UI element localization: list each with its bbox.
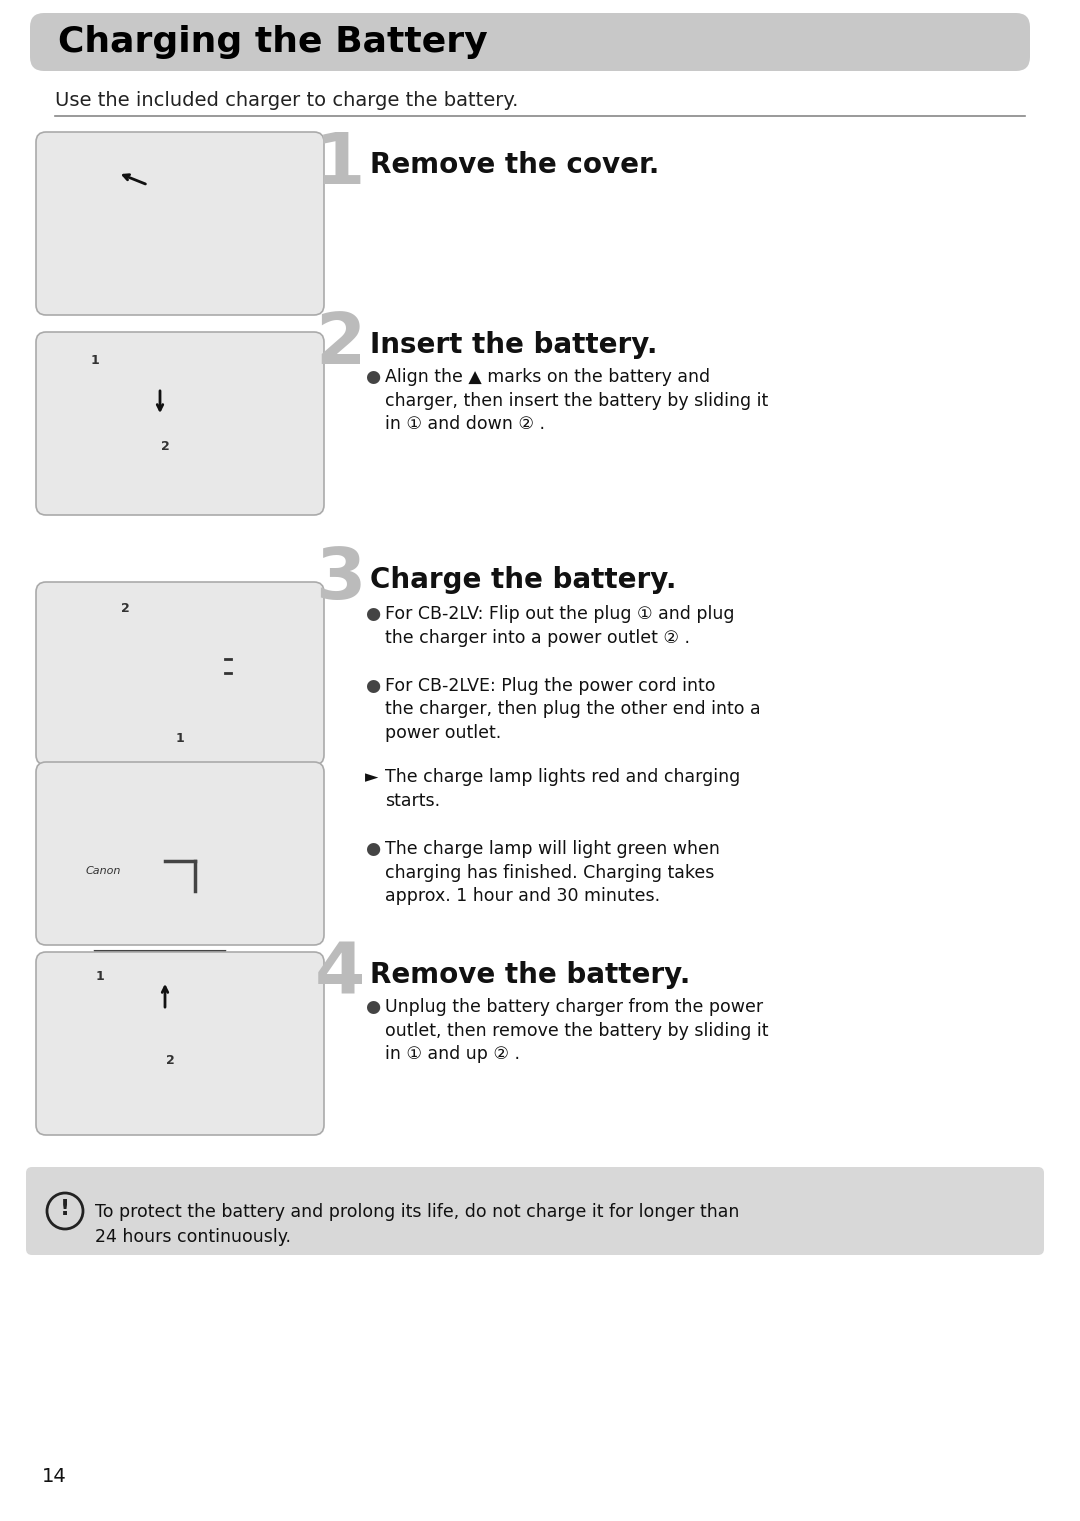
Text: The charge lamp will light green when
charging has finished. Charging takes
appr: The charge lamp will light green when ch…	[384, 840, 720, 905]
Text: 3: 3	[314, 545, 365, 613]
Text: ●: ●	[365, 605, 380, 624]
Text: Charging the Battery: Charging the Battery	[58, 24, 488, 59]
Text: 2: 2	[315, 309, 365, 379]
Circle shape	[48, 1192, 83, 1229]
FancyBboxPatch shape	[51, 812, 168, 920]
Text: 1: 1	[91, 354, 99, 368]
Text: Insert the battery.: Insert the battery.	[370, 332, 658, 359]
Text: 4: 4	[314, 940, 365, 1008]
Text: ●: ●	[365, 840, 380, 858]
Text: ●: ●	[365, 998, 380, 1016]
Text: Unplug the battery charger from the power
outlet, then remove the battery by sli: Unplug the battery charger from the powe…	[384, 998, 769, 1063]
Text: 1: 1	[314, 129, 365, 199]
FancyBboxPatch shape	[36, 332, 324, 516]
Polygon shape	[80, 402, 255, 481]
Text: 1: 1	[176, 733, 185, 745]
Text: Charge the battery.: Charge the battery.	[370, 566, 676, 595]
Polygon shape	[148, 170, 220, 199]
Text: For CB-2LVE: Plug the power cord into
the charger, then plug the other end into : For CB-2LVE: Plug the power cord into th…	[384, 677, 760, 742]
Polygon shape	[85, 1016, 260, 1097]
Text: 2: 2	[121, 602, 130, 616]
FancyBboxPatch shape	[158, 634, 227, 703]
FancyBboxPatch shape	[93, 630, 152, 733]
Text: ●: ●	[365, 368, 380, 386]
Circle shape	[73, 795, 133, 856]
FancyBboxPatch shape	[30, 14, 1030, 71]
Text: ►: ►	[365, 768, 378, 786]
Circle shape	[113, 598, 137, 621]
Circle shape	[83, 348, 107, 373]
Text: 2: 2	[165, 1054, 174, 1068]
Text: !: !	[59, 1199, 70, 1218]
Text: Remove the battery.: Remove the battery.	[370, 961, 690, 989]
Text: To protect the battery and prolong its life, do not charge it for longer than
24: To protect the battery and prolong its l…	[95, 1203, 740, 1246]
Circle shape	[87, 964, 112, 989]
Text: Remove the cover.: Remove the cover.	[370, 151, 660, 179]
Circle shape	[158, 1049, 183, 1072]
FancyBboxPatch shape	[36, 762, 324, 945]
Polygon shape	[95, 951, 225, 1001]
Text: Use the included charger to charge the battery.: Use the included charger to charge the b…	[55, 91, 518, 111]
Text: 14: 14	[42, 1466, 67, 1486]
FancyBboxPatch shape	[26, 1167, 1044, 1255]
Text: 1: 1	[96, 969, 105, 983]
Text: 2: 2	[161, 440, 170, 453]
FancyBboxPatch shape	[118, 211, 212, 271]
Circle shape	[153, 433, 177, 458]
Text: Canon: Canon	[85, 865, 121, 876]
Text: ●: ●	[365, 677, 380, 695]
FancyBboxPatch shape	[36, 952, 324, 1135]
Circle shape	[168, 727, 192, 751]
FancyBboxPatch shape	[36, 583, 324, 765]
Text: Align the ▲ marks on the battery and
charger, then insert the battery by sliding: Align the ▲ marks on the battery and cha…	[384, 368, 768, 433]
Text: The charge lamp lights red and charging
starts.: The charge lamp lights red and charging …	[384, 768, 740, 809]
FancyBboxPatch shape	[229, 610, 261, 742]
Text: For CB-2LV: Flip out the plug ① and plug
the charger into a power outlet ② .: For CB-2LV: Flip out the plug ① and plug…	[384, 605, 734, 646]
Polygon shape	[90, 336, 220, 386]
FancyBboxPatch shape	[36, 132, 324, 315]
